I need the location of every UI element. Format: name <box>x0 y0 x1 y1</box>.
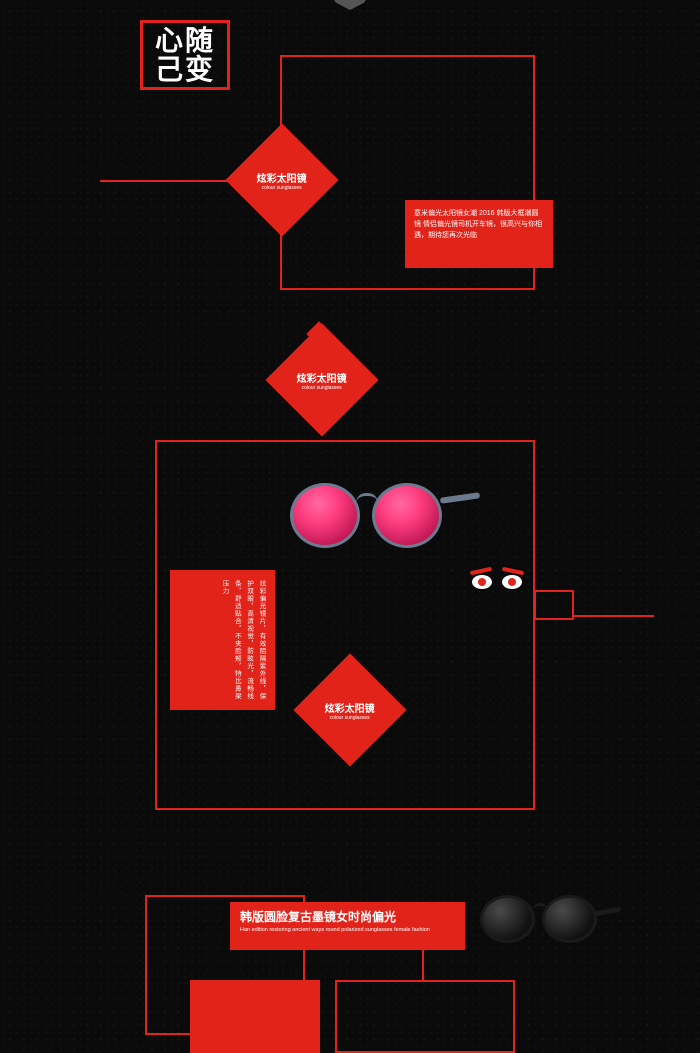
diamond-2-title: 炫彩太阳镜 <box>297 370 347 385</box>
diamond-1-title: 炫彩太阳镜 <box>257 170 307 185</box>
vertical-info-text: 炫彩偏光镜片，有效阻隔紫外线，保护双眼，高清视觉，防眩光，流畅线条，舒适贴合，不… <box>221 580 265 700</box>
red-block-outline <box>335 980 515 1053</box>
diamond-3-subtitle: colour sunglasses <box>325 715 375 721</box>
connector-line-2 <box>574 615 654 617</box>
diamond-1-subtitle: colour sunglasses <box>257 185 307 191</box>
sunglasses-dark-image <box>480 895 620 950</box>
temple-icon <box>440 492 480 504</box>
logo-text: 心随 己变 <box>155 26 215 85</box>
eyes-decoration-icon <box>470 575 525 597</box>
diamond-label-2: 炫彩太阳镜 colour sunglasses <box>265 323 378 436</box>
sunglasses-product-image <box>290 475 480 555</box>
bottom-banner-title: 韩版圆脸复古墨镜女时尚偏光 <box>240 908 455 925</box>
logo-box: 心随 己变 <box>140 20 230 90</box>
info-box-top: 意米偏光太阳镜女潮 2016 韩版大框潮圆镜 情侣偏光镜司机开车镜，很高兴与你相… <box>405 200 553 268</box>
connector-box-right <box>534 590 574 620</box>
bottom-banner: 韩版圆脸复古墨镜女时尚偏光 Han edition restoring anci… <box>230 902 465 950</box>
diamond-2-subtitle: colour sunglasses <box>297 385 347 391</box>
logo-line2: 己变 <box>155 54 215 85</box>
info-box-top-text: 意米偏光太阳镜女潮 2016 韩版大框潮圆镜 情侣偏光镜司机开车镜，很高兴与你相… <box>414 210 542 239</box>
connector-line-3 <box>422 950 424 980</box>
lens-left-icon <box>290 483 360 548</box>
logo-line1: 心随 <box>155 25 215 56</box>
bridge-icon <box>356 493 378 503</box>
red-block-filled <box>190 980 320 1053</box>
bottom-banner-subtitle: Han edition restoring ancient ways round… <box>240 927 455 934</box>
top-chevron-icon <box>330 0 370 10</box>
lens-right-icon <box>372 483 442 548</box>
diamond-3-title: 炫彩太阳镜 <box>325 700 375 715</box>
vertical-info-box: 炫彩偏光镜片，有效阻隔紫外线，保护双眼，高清视觉，防眩光，流畅线条，舒适贴合，不… <box>170 570 275 710</box>
